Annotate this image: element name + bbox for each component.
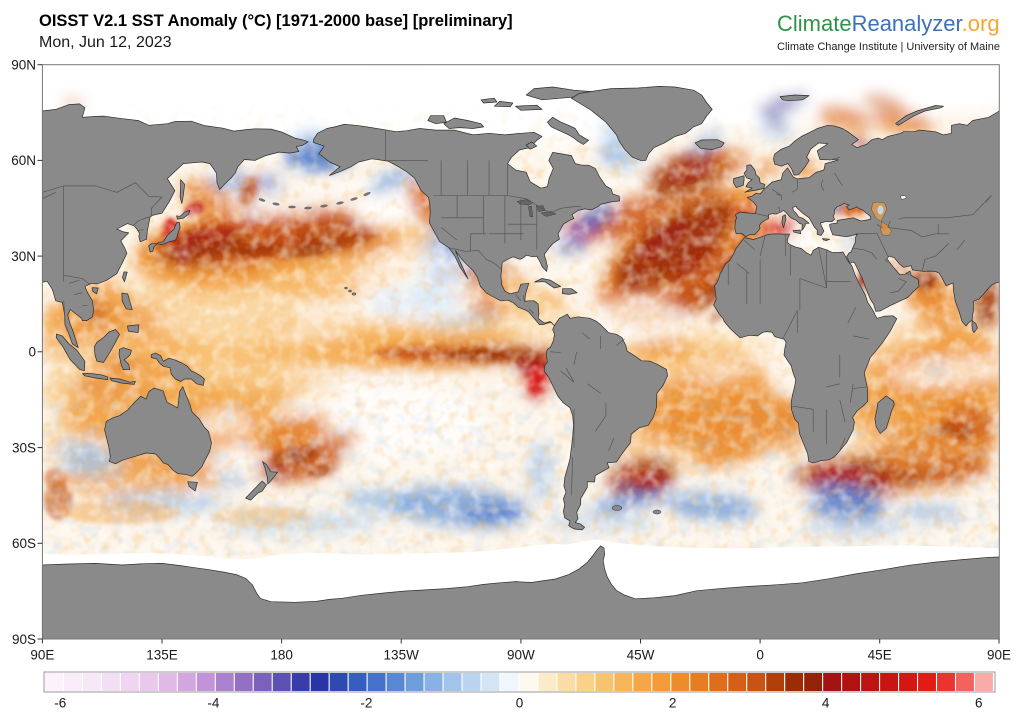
svg-text:90N: 90N <box>11 58 36 73</box>
svg-text:45W: 45W <box>627 648 655 663</box>
svg-text:30N: 30N <box>11 249 36 264</box>
svg-text:-4: -4 <box>207 696 219 711</box>
svg-text:30S: 30S <box>12 440 36 455</box>
svg-text:60S: 60S <box>12 536 36 551</box>
svg-text:2: 2 <box>669 696 677 711</box>
svg-text:90W: 90W <box>507 648 535 663</box>
svg-text:0: 0 <box>756 648 764 663</box>
svg-text:0: 0 <box>28 345 36 360</box>
svg-text:45E: 45E <box>868 648 892 663</box>
svg-text:135E: 135E <box>146 648 178 663</box>
svg-text:90E: 90E <box>30 648 54 663</box>
svg-text:6: 6 <box>975 696 983 711</box>
svg-text:-2: -2 <box>360 696 372 711</box>
svg-text:90E: 90E <box>987 648 1011 663</box>
svg-text:4: 4 <box>822 696 830 711</box>
svg-text:60N: 60N <box>11 153 36 168</box>
svg-text:-6: -6 <box>54 696 66 711</box>
svg-text:90S: 90S <box>12 632 36 647</box>
svg-text:0: 0 <box>516 696 524 711</box>
svg-text:180: 180 <box>270 648 293 663</box>
svg-text:135W: 135W <box>384 648 420 663</box>
